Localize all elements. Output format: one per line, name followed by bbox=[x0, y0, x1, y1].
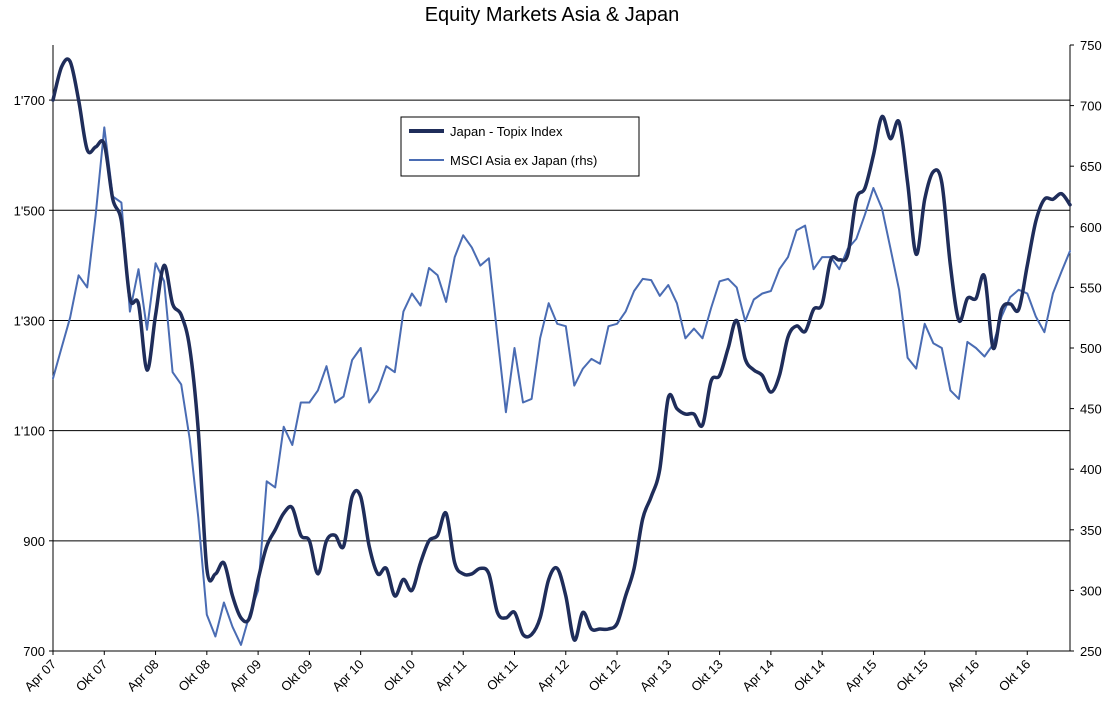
series-line-msci-asia bbox=[52, 126, 1071, 646]
x-tick-label: Okt 12 bbox=[585, 657, 623, 695]
x-tick-label: Apr 14 bbox=[739, 657, 777, 695]
right-tick-label: 600 bbox=[1080, 220, 1102, 235]
x-tick-label: Apr 12 bbox=[534, 657, 572, 695]
x-tick-label: Apr 08 bbox=[124, 657, 162, 695]
x-tick-label: Okt 15 bbox=[893, 657, 931, 695]
gridlines bbox=[53, 99, 1070, 542]
x-tick-label: Okt 11 bbox=[484, 657, 521, 694]
series-lines bbox=[51, 57, 1072, 646]
legend-label-msci-asia: MSCI Asia ex Japan (rhs) bbox=[450, 153, 597, 168]
right-tick-label: 550 bbox=[1080, 280, 1102, 295]
left-tick-label: 1'700 bbox=[14, 93, 45, 108]
chart-title: Equity Markets Asia & Japan bbox=[424, 4, 680, 26]
left-tick-label: 700 bbox=[23, 644, 45, 659]
right-axis-tick-labels: 250 300 350 400 450 500 550 600 650 700 750 bbox=[1080, 38, 1102, 659]
left-tick-label: 1'100 bbox=[14, 424, 45, 439]
x-tick-label: Okt 08 bbox=[175, 657, 213, 695]
x-tick-label: Okt 07 bbox=[73, 657, 111, 695]
right-tick-label: 750 bbox=[1080, 38, 1102, 53]
x-tick-label: Okt 09 bbox=[278, 657, 316, 695]
x-tick-label: Okt 13 bbox=[688, 657, 726, 695]
right-tick-label: 300 bbox=[1080, 583, 1102, 598]
legend: Japan - Topix Index MSCI Asia ex Japan (… bbox=[400, 116, 640, 177]
series-line-japan-topix bbox=[51, 57, 1072, 642]
left-tick-label: 900 bbox=[23, 534, 45, 549]
x-tick-label: Apr 15 bbox=[842, 657, 880, 695]
x-tick-label: Apr 13 bbox=[637, 657, 675, 695]
right-tick-label: 400 bbox=[1080, 462, 1102, 477]
right-tick-label: 700 bbox=[1080, 99, 1102, 114]
x-tick-label: Okt 16 bbox=[996, 657, 1034, 695]
x-tick-label: Apr 11 bbox=[432, 657, 469, 694]
right-tick-label: 650 bbox=[1080, 159, 1102, 174]
right-tick-label: 500 bbox=[1080, 341, 1102, 356]
x-axis-tick-labels: Apr 07 Okt 07 Apr 08 Okt 08 Apr 09 Okt 09 Apr … bbox=[21, 657, 1033, 695]
legend-label-japan-topix: Japan - Topix Index bbox=[450, 124, 563, 139]
right-tick-label: 350 bbox=[1080, 523, 1102, 538]
left-tick-label: 1'300 bbox=[14, 313, 45, 328]
x-tick-label: Okt 10 bbox=[380, 657, 418, 695]
x-tick-label: Okt 14 bbox=[791, 657, 829, 695]
x-tick-label: Apr 07 bbox=[21, 657, 59, 695]
right-tick-label: 450 bbox=[1080, 402, 1102, 417]
x-tick-label: Apr 09 bbox=[227, 657, 265, 695]
right-tick-label: 250 bbox=[1080, 644, 1102, 659]
axes bbox=[49, 44, 1074, 655]
left-tick-label: 1'500 bbox=[14, 203, 45, 218]
x-tick-label: Apr 10 bbox=[329, 657, 367, 695]
legend-box bbox=[400, 116, 640, 177]
x-tick-label: Apr 16 bbox=[944, 657, 982, 695]
left-axis-tick-labels: 700 900 1'100 1'300 1'500 1'700 bbox=[14, 93, 45, 659]
